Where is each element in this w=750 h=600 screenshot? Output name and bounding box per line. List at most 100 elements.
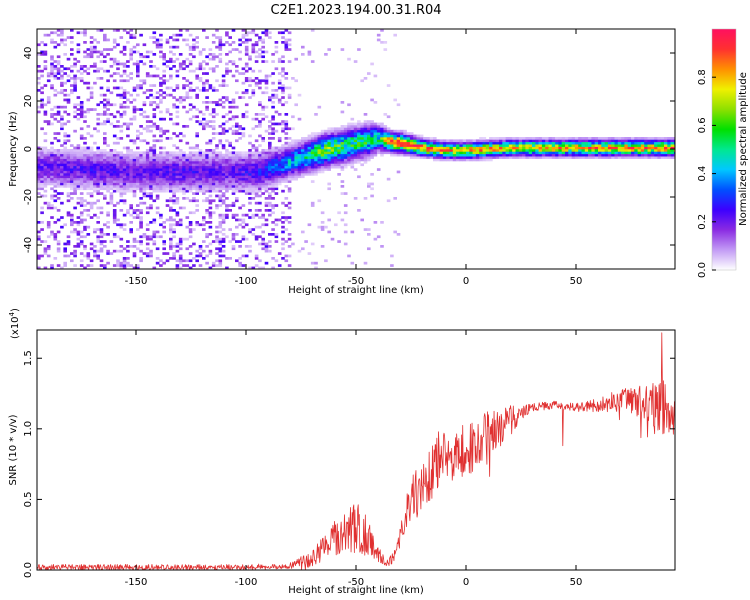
heatmap-cell <box>238 177 242 181</box>
heatmap-cell <box>106 69 110 73</box>
heatmap-cell <box>459 139 463 143</box>
heatmap-cell <box>244 187 249 191</box>
heatmap-cell <box>555 149 559 152</box>
heatmap-cell <box>46 204 51 207</box>
heatmap-cell <box>347 139 351 143</box>
y-tick-label: 0 <box>23 146 34 152</box>
heatmap-cell <box>89 264 94 267</box>
heatmap-cell <box>83 149 87 152</box>
heatmap-cell <box>647 144 652 147</box>
heatmap-cell <box>611 137 615 140</box>
heatmap-cell <box>43 110 48 114</box>
heatmap-cell <box>320 161 325 164</box>
heatmap-cell <box>178 180 183 183</box>
heatmap-cell <box>403 153 407 157</box>
heatmap-cell <box>188 45 193 49</box>
heatmap-cell <box>159 235 163 239</box>
heatmap-cell <box>314 153 318 157</box>
heatmap-cell <box>136 146 140 150</box>
heatmap-cell <box>188 146 193 150</box>
heatmap-cell <box>502 156 506 159</box>
heatmap-cell <box>376 127 381 131</box>
heatmap-cell <box>532 141 536 145</box>
heatmap-cell <box>268 213 272 217</box>
heatmap-cell <box>50 74 54 78</box>
heatmap-cell <box>287 165 292 169</box>
heatmap-cell <box>175 177 180 181</box>
heatmap-cell <box>433 137 437 140</box>
heatmap-cell <box>76 165 81 169</box>
heatmap-cell <box>294 163 298 167</box>
heatmap-cell <box>367 137 371 140</box>
heatmap-cell <box>320 144 325 147</box>
heatmap-cell <box>132 62 137 66</box>
heatmap-cell <box>185 216 190 219</box>
heatmap-cell <box>277 165 282 169</box>
heatmap-cell <box>211 165 216 169</box>
heatmap-cell <box>221 43 226 47</box>
heatmap-cell <box>254 43 259 47</box>
heatmap-cell <box>241 156 246 159</box>
heatmap-cell <box>284 158 289 162</box>
heatmap-cell <box>162 53 166 56</box>
heatmap-cell <box>277 139 282 143</box>
heatmap-cell <box>357 149 361 152</box>
heatmap-cell <box>647 139 652 143</box>
heatmap-cell <box>79 182 84 186</box>
heatmap-cell <box>637 149 642 152</box>
heatmap-cell <box>188 230 193 234</box>
heatmap-cell <box>63 141 67 145</box>
heatmap-cell <box>218 158 223 162</box>
heatmap-cell <box>73 153 77 157</box>
heatmap-cell <box>363 161 368 164</box>
heatmap-cell <box>644 139 648 143</box>
heatmap-cell <box>37 257 41 260</box>
heatmap-cell <box>264 245 269 248</box>
heatmap-cell <box>122 201 127 205</box>
heatmap-cell <box>103 156 107 159</box>
heatmap-cell <box>202 86 206 90</box>
heatmap-cell <box>70 151 74 155</box>
heatmap-cell <box>244 62 249 66</box>
heatmap-cell <box>621 149 625 152</box>
heatmap-cell <box>152 189 157 193</box>
heatmap-cell <box>218 151 223 155</box>
heatmap-cell <box>142 81 147 85</box>
heatmap-cell <box>330 153 335 157</box>
heatmap-cell <box>291 158 295 162</box>
heatmap-cell <box>93 158 97 162</box>
heatmap-cell <box>281 170 285 174</box>
heatmap-cell <box>198 254 203 258</box>
heatmap-cell <box>162 163 166 167</box>
heatmap-cell <box>169 170 173 174</box>
heatmap-cell <box>433 144 437 147</box>
heatmap-cell <box>109 149 114 152</box>
heatmap-cell <box>139 209 143 212</box>
heatmap-cell <box>568 156 572 159</box>
heatmap-cell <box>258 86 262 90</box>
heatmap-cell <box>152 170 157 174</box>
heatmap-cell <box>56 230 61 234</box>
heatmap-cell <box>578 153 582 157</box>
heatmap-cell <box>386 137 391 140</box>
heatmap-cell <box>198 53 203 56</box>
heatmap-cell <box>195 120 199 123</box>
heatmap-cell <box>155 103 160 107</box>
heatmap-cell <box>409 151 414 155</box>
heatmap-cell <box>93 228 97 231</box>
heatmap-cell <box>644 151 648 155</box>
heatmap-cell <box>60 173 64 176</box>
heatmap-cell <box>340 163 345 167</box>
heatmap-cell <box>116 86 120 90</box>
heatmap-cell <box>50 122 54 126</box>
heatmap-cell <box>264 165 269 169</box>
heatmap-cell <box>294 57 298 61</box>
heatmap-cell <box>436 151 440 155</box>
heatmap-cell <box>238 240 242 243</box>
heatmap-cell <box>231 146 236 150</box>
heatmap-cell <box>145 194 150 198</box>
y-tick-label: 40 <box>23 47 34 60</box>
heatmap-cell <box>188 96 193 99</box>
heatmap-cell <box>106 165 110 169</box>
heatmap-cell <box>413 146 417 150</box>
